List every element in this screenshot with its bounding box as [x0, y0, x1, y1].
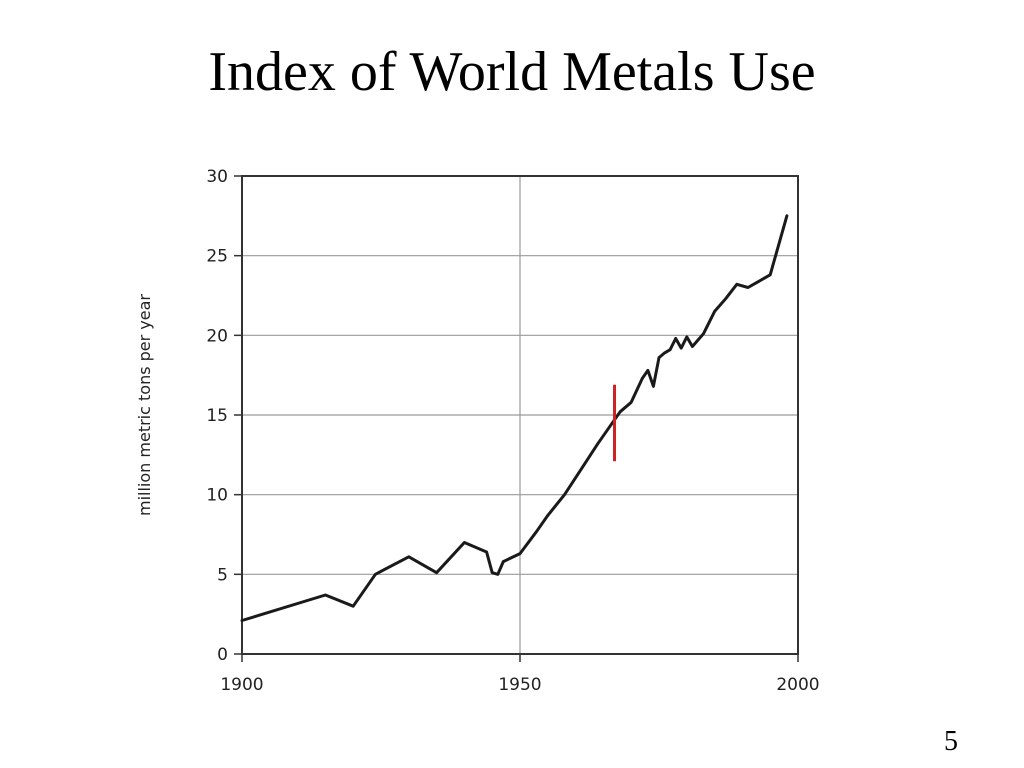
- slide-title: Index of World Metals Use: [208, 41, 816, 103]
- tick-labels: 0 5 10 15 20 25 30 1900 1950 2000: [206, 167, 819, 695]
- y-tick-label-15: 15: [206, 406, 228, 426]
- y-tick-label-20: 20: [206, 326, 228, 346]
- y-axis-label: million metric tons per year: [135, 294, 154, 516]
- y-tick-label-0: 0: [217, 645, 228, 665]
- y-tick-label-30: 30: [206, 167, 228, 187]
- x-tick-label-2000: 2000: [776, 675, 819, 695]
- grid-layer: [234, 175, 799, 662]
- y-tick-label-10: 10: [206, 486, 228, 506]
- x-tick-label-1900: 1900: [220, 675, 263, 695]
- chart-container: 0 5 10 15 20 25 30 1900 1950 2000 million metric …: [120, 140, 860, 710]
- line-chart: 0 5 10 15 20 25 30 1900 1950 2000 million metric …: [135, 167, 820, 695]
- x-tick-label-1950: 1950: [498, 675, 541, 695]
- series-layer: [240, 214, 789, 622]
- page-number: 5: [944, 726, 958, 757]
- y-tick-label-5: 5: [217, 565, 228, 585]
- plot-frame: [241, 175, 799, 655]
- series-line-0: [240, 214, 789, 622]
- y-tick-label-25: 25: [206, 247, 228, 267]
